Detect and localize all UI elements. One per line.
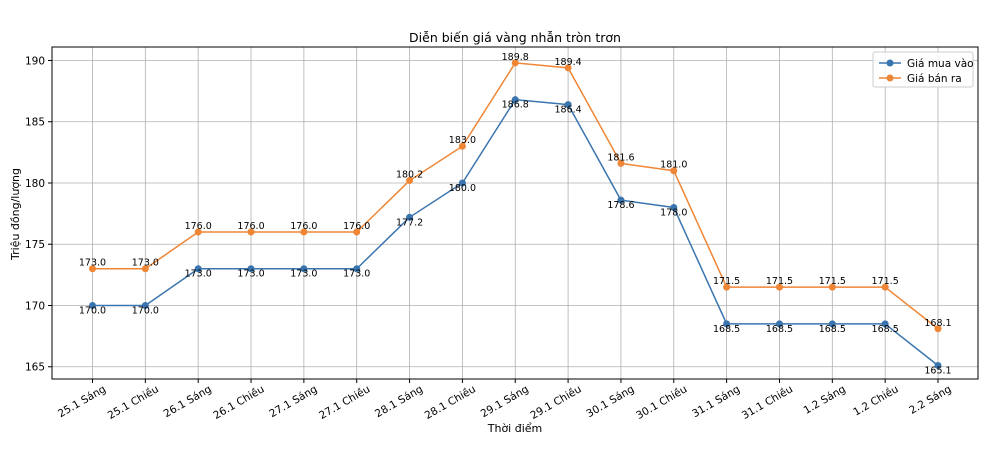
y-tick-label: 165 bbox=[25, 362, 45, 374]
data-label: 168.5 bbox=[819, 324, 846, 335]
data-point bbox=[194, 228, 202, 236]
legend-marker bbox=[886, 74, 894, 82]
legend-label: Giá bán ra bbox=[907, 73, 962, 85]
data-label: 171.5 bbox=[872, 276, 899, 287]
data-label: 176.0 bbox=[343, 221, 370, 232]
data-point bbox=[300, 265, 308, 273]
y-tick-label: 185 bbox=[25, 117, 45, 129]
data-label: 173.0 bbox=[79, 258, 106, 269]
data-label: 186.4 bbox=[554, 105, 581, 116]
data-label: 170.0 bbox=[79, 305, 106, 316]
data-label: 177.2 bbox=[396, 217, 423, 228]
data-point bbox=[194, 265, 202, 273]
data-point bbox=[89, 265, 96, 273]
data-point bbox=[89, 301, 96, 309]
data-label: 180.0 bbox=[449, 183, 476, 194]
data-label: 171.5 bbox=[766, 276, 793, 287]
data-label: 181.6 bbox=[607, 152, 634, 163]
data-label: 189.4 bbox=[554, 57, 581, 68]
data-label: 173.0 bbox=[343, 269, 370, 280]
data-point bbox=[775, 320, 783, 328]
data-point bbox=[723, 283, 731, 291]
data-point bbox=[564, 101, 572, 109]
data-point bbox=[564, 64, 572, 72]
data-label: 173.0 bbox=[290, 269, 317, 280]
legend: Giá mua vào Giá bán ra bbox=[872, 51, 974, 88]
data-point bbox=[617, 196, 625, 204]
data-label: 171.5 bbox=[819, 276, 846, 287]
series-layer bbox=[89, 59, 942, 370]
y-tick-label: 170 bbox=[25, 300, 45, 312]
data-point bbox=[141, 265, 149, 273]
data-point bbox=[828, 283, 836, 291]
data-point bbox=[353, 228, 361, 236]
data-point bbox=[881, 320, 889, 328]
data-label: 173.0 bbox=[237, 269, 264, 280]
data-label: 176.0 bbox=[290, 221, 317, 232]
data-point bbox=[458, 142, 466, 150]
data-label: 168.5 bbox=[766, 324, 793, 335]
data-point bbox=[511, 96, 519, 104]
data-label: 176.0 bbox=[185, 221, 212, 232]
data-label: 180.2 bbox=[396, 170, 423, 181]
data-point bbox=[141, 301, 149, 309]
data-label: 181.0 bbox=[660, 160, 687, 171]
data-label: 176.0 bbox=[237, 221, 264, 232]
data-point bbox=[458, 179, 466, 187]
data-point bbox=[353, 265, 361, 273]
data-point bbox=[670, 167, 678, 175]
data-point bbox=[881, 283, 889, 291]
data-label: 165.1 bbox=[924, 366, 951, 377]
y-tick-label: 190 bbox=[25, 55, 45, 67]
data-label: 170.0 bbox=[132, 305, 159, 316]
data-label: 168.1 bbox=[924, 318, 951, 329]
data-point bbox=[617, 159, 625, 167]
data-point bbox=[934, 325, 942, 333]
data-label: 173.0 bbox=[132, 258, 159, 269]
data-point bbox=[247, 265, 255, 273]
data-label: 178.6 bbox=[607, 200, 634, 211]
y-tick-label: 175 bbox=[25, 239, 45, 251]
data-label: 171.5 bbox=[713, 276, 740, 287]
data-label: 178.0 bbox=[660, 207, 687, 218]
data-point bbox=[406, 177, 414, 185]
y-axis-title: Triệu đồng/lượng bbox=[9, 168, 22, 261]
data-point bbox=[775, 283, 783, 291]
y-tick-label: 180 bbox=[25, 178, 45, 190]
legend-marker bbox=[886, 59, 894, 67]
data-label: 183.0 bbox=[449, 135, 476, 146]
chart-title: Diễn biến giá vàng nhẫn tròn trơn bbox=[409, 30, 621, 45]
data-label: 173.0 bbox=[185, 269, 212, 280]
data-point bbox=[406, 213, 414, 221]
data-point bbox=[934, 362, 942, 370]
data-label: 168.5 bbox=[713, 324, 740, 335]
x-axis-title: Thời điểm bbox=[487, 422, 543, 435]
data-point bbox=[247, 228, 255, 236]
data-label: 168.5 bbox=[872, 324, 899, 335]
data-point bbox=[511, 59, 519, 67]
data-label: 189.8 bbox=[502, 52, 529, 63]
legend-label: Giá mua vào bbox=[907, 58, 974, 70]
data-point bbox=[723, 320, 731, 328]
data-labels: 170.0 170.0 173.0 173.0 173.0 173.0 177.2 180.0… bbox=[79, 52, 952, 377]
data-point bbox=[828, 320, 836, 328]
data-point bbox=[300, 228, 308, 236]
data-label: 186.8 bbox=[502, 100, 529, 111]
data-point bbox=[670, 203, 678, 211]
